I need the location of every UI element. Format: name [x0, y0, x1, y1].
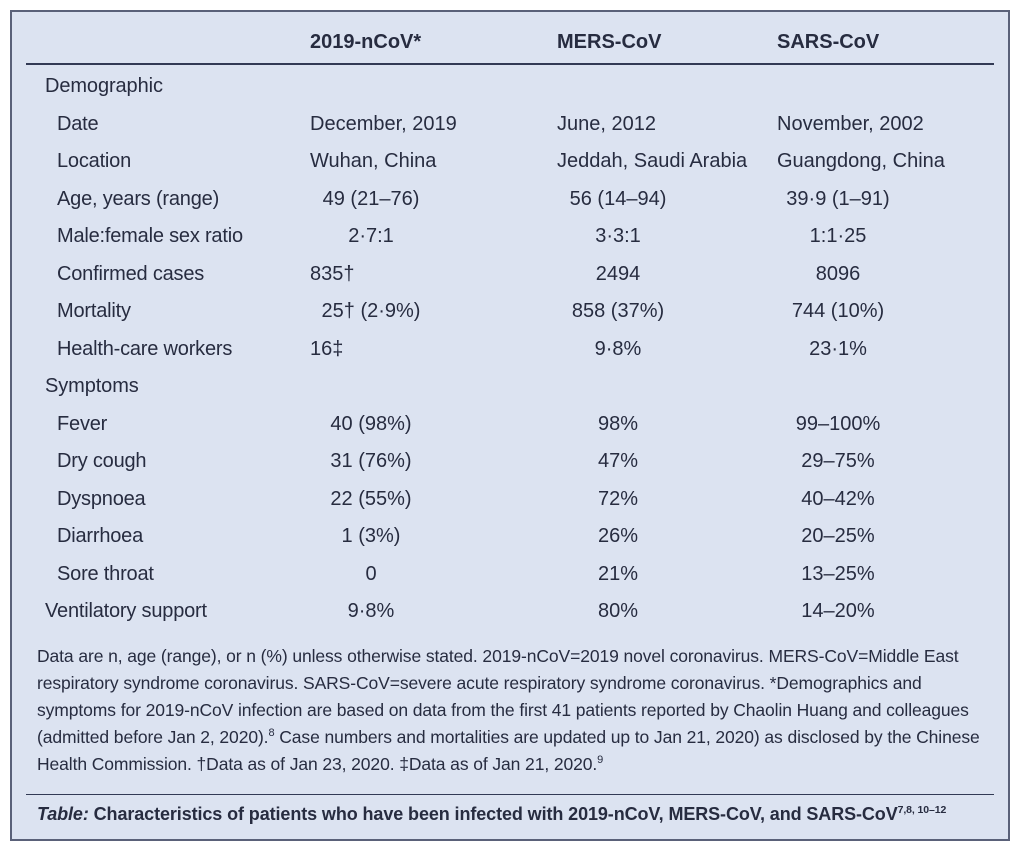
value-2019ncov: December, 2019 [310, 112, 457, 135]
row-label: Diarrhoea [57, 525, 144, 548]
value-sarscov: 744 (10%) [791, 300, 885, 323]
value-merscov: 858 (37%) [571, 300, 665, 323]
value-sarscov: 29–75% [801, 450, 875, 473]
row-label: Dyspnoea [57, 487, 146, 510]
table-row-fever: Fever 40 (98%) 98% 99–100% [12, 406, 1008, 444]
value-2019ncov: 31 (76%) [330, 450, 412, 473]
section-row-symptoms: Symptoms [12, 368, 1008, 406]
table-row-date: Date December, 2019 June, 2012 November,… [12, 106, 1008, 144]
table-caption: Table: Characteristics of patients who h… [12, 795, 1008, 825]
row-label: Health-care workers [57, 337, 233, 360]
footnote-reference-8: 8 [268, 726, 275, 739]
table-row-dry-cough: Dry cough 31 (76%) 47% 29–75% [12, 443, 1008, 481]
value-sarscov: 1:1·25 [809, 225, 867, 248]
caption-rule [26, 793, 994, 795]
value-2019ncov: 9·8% [347, 600, 395, 623]
table-footnote: Data are n, age (range), or n (%) unless… [12, 631, 1008, 794]
value-sarscov: 39·9 (1–91) [786, 187, 890, 210]
table-row-confirmed-cases: Confirmed cases 835† 2494 8096 [12, 256, 1008, 294]
section-label: Symptoms [45, 375, 139, 398]
value-2019ncov: 835† [310, 262, 355, 285]
table-row-location: Location Wuhan, China Jeddah, Saudi Arab… [12, 143, 1008, 181]
table-row-sore-throat: Sore throat 0 21% 13–25% [12, 556, 1008, 594]
value-merscov: 72% [597, 487, 639, 510]
row-label: Location [57, 150, 132, 173]
footnote-reference-9: 9 [597, 753, 604, 766]
caption-references: 7,8, 10–12 [897, 804, 947, 816]
row-label: Confirmed cases [57, 262, 205, 285]
section-row-demographic: Demographic [12, 68, 1008, 106]
value-2019ncov: 25† (2·9%) [321, 300, 421, 323]
value-sarscov: 8096 [815, 262, 861, 285]
value-2019ncov: 22 (55%) [330, 487, 412, 510]
value-merscov: June, 2012 [557, 112, 656, 135]
table-row-age: Age, years (range) 49 (21–76) 56 (14–94)… [12, 181, 1008, 219]
value-2019ncov: 2·7:1 [348, 225, 394, 248]
table-header-row: 2019-nCoV* MERS-CoV SARS-CoV [12, 12, 1008, 63]
value-sarscov: November, 2002 [777, 112, 924, 135]
value-sarscov: 20–25% [801, 525, 875, 548]
footnote-text-2: Case numbers and mortalities are updated… [37, 726, 980, 774]
value-merscov: 80% [597, 600, 639, 623]
value-sarscov: 14–20% [801, 600, 875, 623]
row-label: Sore throat [57, 562, 154, 585]
row-label: Fever [57, 412, 108, 435]
row-label: Ventilatory support [45, 600, 207, 623]
value-2019ncov: 1 (3%) [341, 525, 401, 548]
value-merscov: 3·3:1 [595, 225, 641, 248]
value-sarscov: 23·1% [809, 337, 867, 360]
table-row-dyspnoea: Dyspnoea 22 (55%) 72% 40–42% [12, 481, 1008, 519]
value-sarscov: 99–100% [795, 412, 881, 435]
value-merscov: 9·8% [594, 337, 642, 360]
table-body: Demographic Date December, 2019 June, 20… [12, 65, 1008, 631]
value-merscov: 21% [597, 562, 639, 585]
table-row-sex-ratio: Male:female sex ratio 2·7:1 3·3:1 1:1·25 [12, 218, 1008, 256]
value-merscov: 26% [597, 525, 639, 548]
footnote-text-1: Data are n, age (range), or n (%) unless… [37, 645, 969, 747]
value-2019ncov: 16‡ [310, 337, 344, 360]
value-merscov: 47% [597, 450, 639, 473]
row-label: Date [57, 112, 99, 135]
value-merscov: 98% [597, 412, 639, 435]
column-header-sarscov: SARS-CoV [777, 31, 880, 53]
value-merscov: Jeddah, Saudi Arabia [557, 150, 748, 173]
value-2019ncov: 0 [365, 562, 377, 585]
table-row-healthcare-workers: Health-care workers 16‡ 9·8% 23·1% [12, 331, 1008, 369]
row-label: Age, years (range) [57, 187, 220, 210]
value-sarscov: 13–25% [801, 562, 875, 585]
header-rule [26, 63, 994, 65]
caption-label: Table: [37, 804, 89, 824]
row-label: Dry cough [57, 450, 147, 473]
value-sarscov: Guangdong, China [777, 150, 945, 173]
table-row-diarrhoea: Diarrhoea 1 (3%) 26% 20–25% [12, 518, 1008, 556]
row-label: Mortality [57, 300, 131, 323]
row-label: Male:female sex ratio [57, 225, 243, 248]
table-row-mortality: Mortality 25† (2·9%) 858 (37%) 744 (10%) [12, 293, 1008, 331]
value-merscov: 2494 [595, 262, 641, 285]
value-merscov: 56 (14–94) [569, 187, 667, 210]
comparison-table-card: 2019-nCoV* MERS-CoV SARS-CoV Demographic… [10, 10, 1010, 841]
value-sarscov: 40–42% [801, 487, 875, 510]
column-header-merscov: MERS-CoV [557, 31, 662, 53]
value-2019ncov: 40 (98%) [330, 412, 412, 435]
table-row-ventilatory-support: Ventilatory support 9·8% 80% 14–20% [12, 593, 1008, 631]
section-label: Demographic [45, 75, 163, 98]
value-2019ncov: Wuhan, China [310, 150, 437, 173]
caption-text: Characteristics of patients who have bee… [88, 804, 898, 824]
value-2019ncov: 49 (21–76) [322, 187, 420, 210]
column-header-2019ncov: 2019-nCoV* [310, 31, 422, 53]
